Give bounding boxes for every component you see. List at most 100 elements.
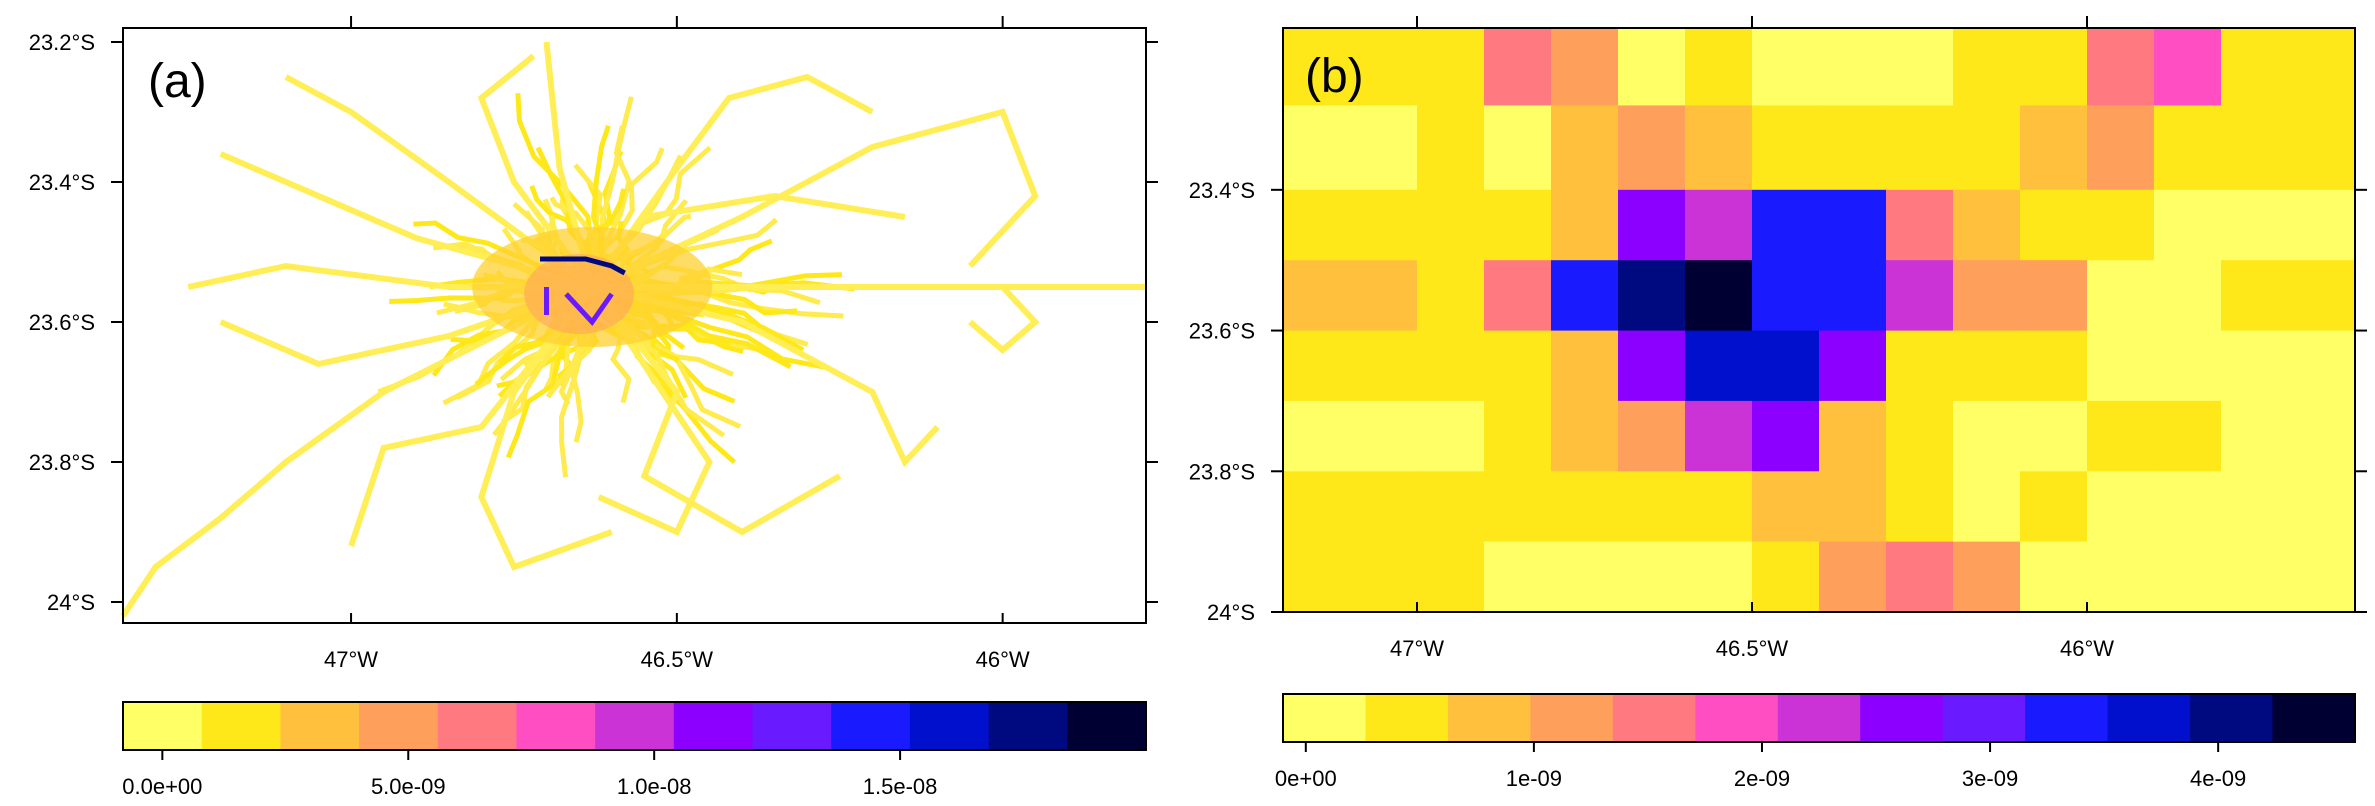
heatmap-cell	[1484, 330, 1552, 402]
heatmap-cell	[1819, 28, 1887, 106]
heatmap-cell	[1752, 28, 1820, 106]
x-tick-label: 46°W	[976, 647, 1030, 672]
heatmap-cell	[1283, 330, 1418, 402]
heatmap-cell	[2154, 400, 2222, 472]
y-tick-label: 23.4°S	[1189, 178, 1255, 203]
heatmap-cell	[1953, 189, 2021, 261]
heatmap-cell	[1417, 28, 1485, 106]
colorbar-a-swatch	[752, 702, 832, 750]
heatmap-cell	[2154, 105, 2222, 191]
heatmap-cell	[1953, 330, 2021, 402]
heatmap-cell	[1484, 400, 1552, 472]
x-tick-label: 47°W	[1390, 636, 1444, 661]
heatmap-cell	[1283, 471, 1418, 543]
heatmap-cell	[1752, 189, 1820, 261]
heatmap-cell	[1618, 260, 1686, 332]
hotspot-segment	[564, 292, 614, 326]
heatmap-cell	[2221, 400, 2356, 472]
heatmap-cell	[2087, 541, 2155, 613]
heatmap-cell	[1685, 471, 1753, 543]
heatmap-cell	[1618, 28, 1686, 106]
hotspot-segment	[540, 256, 626, 276]
colorbar-a-tick-label: 5.0e-09	[371, 774, 446, 799]
colorbar-b-tick-label: 2e-09	[1734, 766, 1790, 791]
colorbar-b-swatch	[1942, 694, 2026, 742]
colorbar-a-frame	[122, 701, 1147, 751]
heatmap-cell	[1417, 541, 1485, 613]
heatmap-cell	[1819, 105, 1887, 191]
panel-a-label: (a)	[148, 55, 207, 108]
trajectory-route	[589, 285, 842, 536]
heatmap-b-axes: 47°W 46.5°W 46°W 23.4°S 23.6°S 23.8°S 24°S	[1189, 16, 2367, 661]
heatmap-cell	[1618, 541, 1686, 613]
colorbar-a-swatch	[1067, 702, 1147, 750]
heatmap-cell	[1283, 105, 1418, 191]
heatmap-cell	[2087, 260, 2155, 332]
colorbar-b: 0e+00 1e-09 2e-09 3e-09 4e-09	[1275, 693, 2356, 791]
heatmap-cell	[1551, 400, 1619, 472]
heatmap-cell	[1886, 28, 1954, 106]
heatmap-cell	[1283, 400, 1418, 472]
y-tick-label: 23.8°S	[29, 450, 95, 475]
colorbar-b-swatch	[1447, 694, 1531, 742]
colorbar-b-tick-label: 3e-09	[1962, 766, 2018, 791]
heatmap-cell	[1484, 28, 1552, 106]
heatmap-cell	[2221, 189, 2356, 261]
heatmap-cell	[1886, 471, 1954, 543]
trajectory-route	[348, 285, 595, 547]
colorbar-a-tick-label: 1.5e-08	[863, 774, 938, 799]
map-a-traces	[120, 41, 1146, 618]
heatmap-cell	[1819, 541, 1887, 613]
trajectory-route	[590, 108, 1039, 290]
heatmap-cell	[1283, 28, 1418, 106]
heatmap-cell	[1752, 105, 1820, 191]
heatmap-cell	[1551, 189, 1619, 261]
heatmap-cell	[1752, 400, 1820, 472]
heatmap-cell	[1886, 330, 1954, 402]
heatmap-cell	[2154, 471, 2222, 543]
colorbar-b-swatch	[2272, 694, 2356, 742]
heatmap-cell	[2020, 400, 2088, 472]
heatmap-cell	[1484, 105, 1552, 191]
heatmap-cell	[1484, 260, 1552, 332]
heatmap-cell	[1886, 189, 1954, 261]
map-a-axes: 47°W 46.5°W 46°W 23.2°S 23.4°S 23.6°S 23.8°S 24…	[29, 16, 1158, 672]
y-tick-label: 23.4°S	[29, 170, 95, 195]
heatmap-cell	[1685, 28, 1753, 106]
heatmap-cell	[2087, 330, 2155, 402]
panel-b: 47°W 46.5°W 46°W 23.4°S 23.6°S 23.8°S 24°S (b)…	[1189, 16, 2367, 791]
heatmap-cell	[2154, 28, 2222, 106]
heatmap-cell	[1819, 189, 1887, 261]
heatmap-cell	[2221, 28, 2356, 106]
colorbar-a-swatch	[516, 702, 596, 750]
trajectory-route	[120, 284, 594, 618]
trajectory-route	[589, 73, 874, 289]
map-a-frame	[122, 27, 1147, 624]
y-tick-label: 23.6°S	[29, 310, 95, 335]
heatmap-cell	[1752, 260, 1820, 332]
heatmap-cell	[2087, 400, 2155, 472]
heatmap-cell	[1283, 189, 1418, 261]
colorbar-b-swatch	[1283, 694, 1366, 742]
x-tick-label: 46.5°W	[1716, 636, 1789, 661]
heatmap-cell	[1417, 105, 1485, 191]
trajectory-route	[589, 285, 713, 536]
heatmap-cell	[1618, 105, 1686, 191]
heatmap-cell	[1752, 330, 1820, 402]
colorbar-a-swatch	[909, 702, 990, 750]
panel-a: 47°W 46.5°W 46°W 23.2°S 23.4°S 23.6°S 23.8°S 24…	[29, 16, 1158, 799]
colorbar-b-swatch	[1530, 694, 1614, 742]
heatmap-cell	[1953, 28, 2021, 106]
colorbar-a-tick-label: 0.0e+00	[122, 774, 202, 799]
heatmap-cell	[1685, 105, 1753, 191]
colorbar-b-swatch	[1777, 694, 1861, 742]
heatmap-b-frame	[1282, 27, 2356, 613]
heatmap-cell	[1484, 189, 1552, 261]
heatmap-cell	[1953, 105, 2021, 191]
heatmap-cell	[1417, 189, 1485, 261]
heatmap-cell	[2154, 189, 2222, 261]
colorbar-b-frame	[1282, 693, 2356, 743]
heatmap-cell	[1417, 260, 1485, 332]
heatmap-cell	[1886, 400, 1954, 472]
